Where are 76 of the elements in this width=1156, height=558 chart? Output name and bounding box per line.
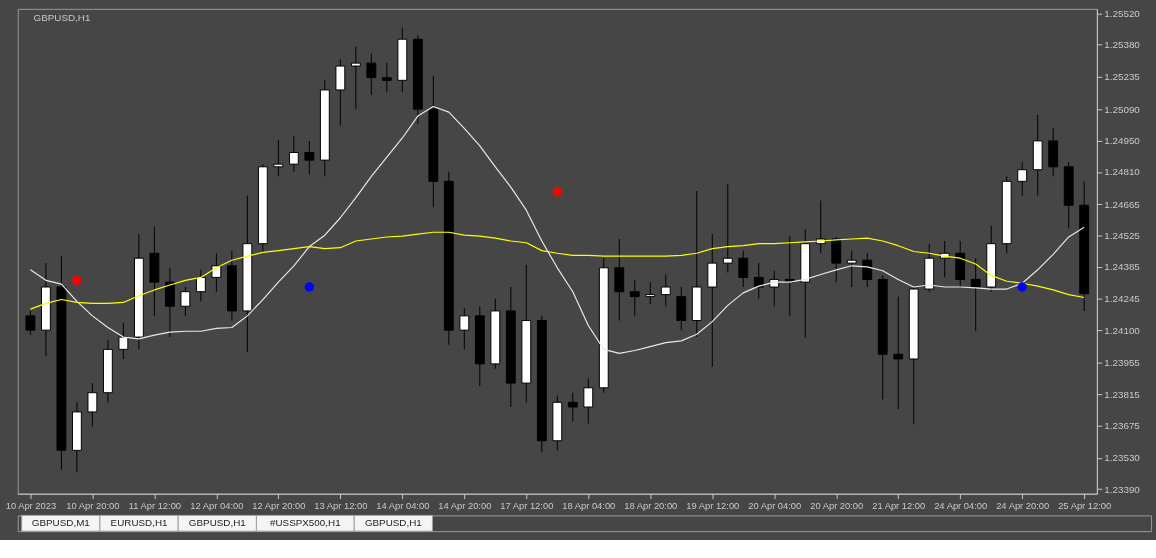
candlestick: [1017, 161, 1028, 197]
x-tick-label: 17 Apr 12:00: [500, 500, 554, 511]
candlestick: [629, 279, 640, 317]
candlestick: [567, 392, 578, 423]
candlestick: [660, 274, 671, 307]
candlestick: [459, 307, 470, 350]
x-tick-label: 18 Apr 20:00: [624, 500, 678, 511]
candlestick: [862, 252, 873, 288]
x-tick-label: 24 Apr 20:00: [996, 500, 1050, 511]
y-tick-label: 1.24385: [1104, 261, 1141, 273]
point: [72, 275, 82, 285]
y-tick-label: 1.24525: [1104, 230, 1141, 242]
y-tick-label: 1.23530: [1104, 452, 1141, 464]
y-tick-label: 1.23390: [1104, 483, 1141, 495]
y-tick-label: 1.25520: [1104, 7, 1141, 19]
x-tick-label: 12 Apr 04:00: [190, 500, 244, 511]
x-tick-label: 20 Apr 20:00: [810, 500, 864, 511]
x-tick-label: 24 Apr 04:00: [934, 500, 988, 511]
candlestick: [211, 252, 222, 293]
candlestick: [350, 46, 361, 110]
candlestick: [87, 382, 98, 427]
candlestick: [893, 296, 904, 410]
y-tick-label: 1.23955: [1104, 357, 1141, 369]
candlestick: [180, 286, 191, 317]
x-tick-label: 18 Apr 04:00: [562, 500, 616, 511]
y-tick-label: 1.25380: [1104, 39, 1141, 51]
candlestick: [335, 58, 346, 127]
x-tick-label: 14 Apr 04:00: [376, 500, 430, 511]
x-tick-label: 12 Apr 20:00: [252, 500, 306, 511]
x-tick-label: 10 Apr 2023: [5, 500, 57, 511]
candlestick: [366, 53, 377, 96]
y-tick-label: 1.24100: [1104, 325, 1141, 337]
y-tick-label: 1.25090: [1104, 103, 1141, 115]
candlestick: [846, 250, 857, 288]
candlestick: [273, 139, 284, 177]
candlestick: [25, 310, 36, 336]
y-tick-label: 1.24810: [1104, 166, 1141, 178]
y-tick-label: 1.24950: [1104, 135, 1141, 147]
candlestick: [738, 250, 749, 288]
x-tick-label: 21 Apr 12:00: [872, 500, 926, 511]
y-tick-label: 1.23675: [1104, 420, 1141, 432]
candlestick: [381, 62, 392, 93]
x-tick-label: 19 Apr 12:00: [686, 500, 740, 511]
point: [304, 282, 315, 292]
point: [552, 187, 562, 197]
candlestick: [970, 257, 981, 332]
candlestick: [707, 233, 718, 368]
candlestick: [304, 140, 315, 176]
chart-title: GBPUSD,H1: [33, 11, 91, 23]
candlestick: [676, 286, 687, 331]
candlestick: [195, 269, 206, 302]
candlestick: [583, 377, 594, 425]
candlestick: [645, 281, 656, 305]
candlestick: [118, 322, 129, 360]
y-tick-label: 1.24245: [1104, 292, 1141, 304]
text: GBPUSD,H1: [188, 517, 246, 529]
x-tick-label: 14 Apr 20:00: [438, 500, 492, 511]
x-tick-label: 20 Apr 04:00: [748, 500, 802, 511]
x-tick-label: 13 Apr 12:00: [314, 500, 368, 511]
candlestick: [614, 238, 625, 322]
x-tick-label: 25 Apr 12:00: [1058, 500, 1112, 511]
text: #USSPX500,H1: [270, 517, 341, 529]
y-tick-label: 1.23815: [1104, 388, 1141, 400]
candlestick: [722, 183, 733, 273]
text: EURUSD,H1: [110, 517, 168, 529]
line-series: [29, 231, 1085, 310]
text: GBPUSD,H1: [364, 517, 422, 529]
x-tick-label: 10 Apr 20:00: [66, 500, 120, 511]
text: GBPUSD,M1: [31, 517, 90, 529]
x-tick-label: 11 Apr 12:00: [128, 500, 182, 511]
candlestick: [753, 262, 764, 300]
y-tick-label: 1.24665: [1104, 198, 1141, 210]
point: [1017, 282, 1027, 292]
y-tick-label: 1.25235: [1104, 71, 1141, 83]
line-series: [29, 105, 1085, 354]
candlestick: [288, 135, 299, 173]
